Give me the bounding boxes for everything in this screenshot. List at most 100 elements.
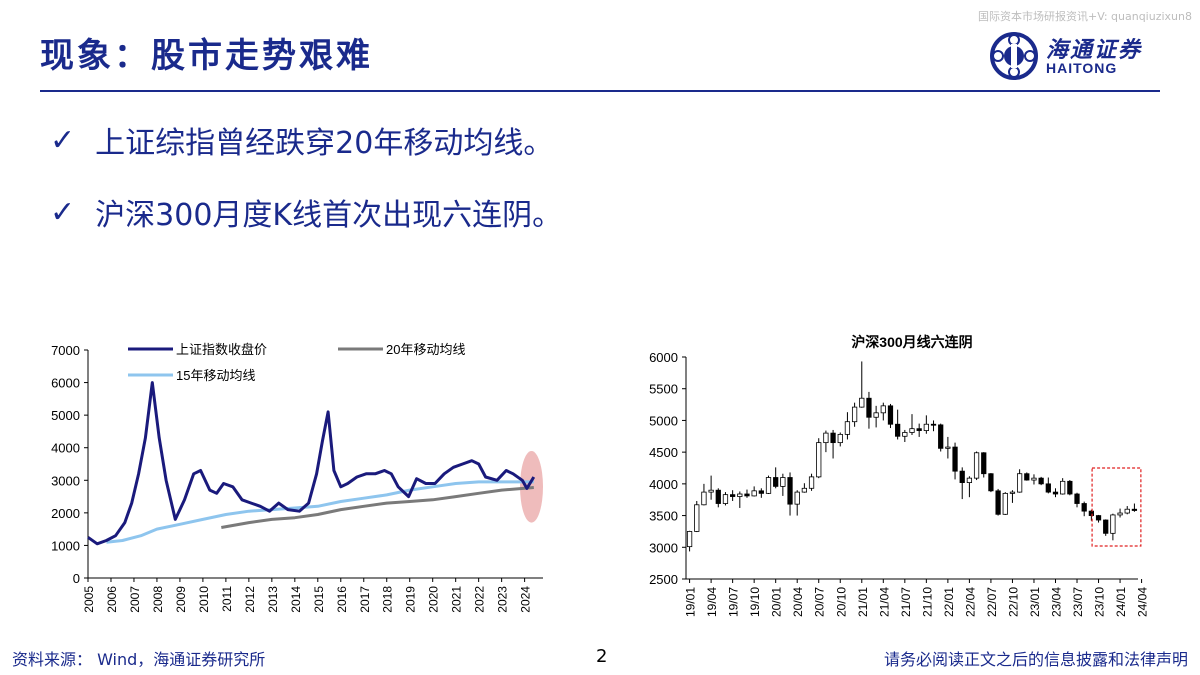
x-tick-label: 19/04: [705, 587, 719, 617]
series-line: [221, 486, 534, 529]
candle-body: [1024, 473, 1030, 481]
candle-body: [1067, 480, 1073, 495]
chart-title: 沪深300月线六连阴: [851, 334, 972, 350]
candle-body: [780, 477, 786, 487]
x-tick-label: 2007: [128, 586, 142, 613]
y-tick-label: 0: [73, 571, 80, 586]
x-tick-label: 23/07: [1071, 587, 1085, 617]
x-tick-label: 2012: [243, 586, 257, 613]
candle-body: [837, 433, 843, 444]
candle-body: [801, 487, 808, 493]
candle-body: [737, 493, 743, 497]
candle-body: [701, 491, 707, 506]
candle-body: [1002, 492, 1008, 515]
candle-body: [887, 405, 894, 425]
y-tick-label: 5000: [51, 408, 80, 423]
candle-body: [816, 442, 822, 478]
x-tick-label: 19/01: [684, 587, 698, 617]
page-title: 现象：股市走势艰难: [40, 36, 373, 76]
x-tick-label: 2015: [312, 586, 326, 613]
candle-body: [973, 452, 980, 479]
source-note: 资料来源： Wind，海通证券研究所: [12, 650, 266, 669]
candle-body: [859, 397, 865, 408]
haitong-logo: 海通证券 HAITONG: [988, 30, 1158, 82]
candle-body: [758, 490, 764, 494]
series-line: [87, 381, 536, 546]
candle-body: [923, 423, 929, 431]
x-tick-label: 2017: [358, 586, 372, 613]
y-tick-label: 4500: [649, 445, 678, 460]
y-tick-label: 4000: [51, 441, 80, 456]
page-number: 2: [596, 646, 608, 667]
candle-body: [866, 397, 872, 418]
candle-body: [916, 428, 922, 431]
candle-body: [995, 490, 1001, 515]
x-tick-label: 20/04: [791, 587, 805, 617]
candle-body: [1016, 473, 1023, 493]
x-tick-label: 24/01: [1114, 587, 1128, 617]
bullet-text: 上证综指曾经跌穿20年移动均线。: [95, 126, 554, 161]
x-tick-label: 2009: [174, 586, 188, 613]
haitong-logo-icon: [990, 32, 1038, 80]
x-tick-label: 22/01: [942, 587, 956, 617]
candle-body: [873, 412, 879, 418]
candle-body: [1117, 512, 1123, 516]
y-tick-label: 2500: [649, 572, 678, 587]
x-tick-label: 2020: [427, 586, 441, 613]
x-tick-label: 2022: [473, 586, 487, 613]
candle-body: [794, 491, 800, 505]
x-tick-label: 2011: [220, 586, 234, 612]
candle-body: [1088, 510, 1094, 516]
x-tick-label: 21/04: [877, 587, 891, 617]
logo-cn-text: 海通证券: [1046, 37, 1143, 63]
highlight-box: [1091, 467, 1142, 547]
check-icon: ✓: [50, 122, 76, 158]
candle-body: [765, 477, 772, 494]
candle-body: [1038, 477, 1044, 485]
legend-label: 20年移动均线: [386, 342, 465, 357]
x-tick-label: 20/10: [834, 587, 848, 617]
candle-body: [952, 446, 958, 472]
candle-body: [751, 490, 757, 497]
candle-body: [1103, 519, 1109, 534]
legend-label: 上证指数收盘价: [176, 342, 267, 357]
candle-body: [1031, 477, 1037, 481]
x-tick-label: 2016: [335, 586, 349, 613]
candle-body: [938, 424, 944, 449]
candle-body: [823, 432, 829, 444]
watermark-text: 国际资本市场研报资讯+V: quanqiuzixun8: [977, 10, 1192, 23]
x-tick-label: 2013: [266, 586, 280, 613]
y-tick-label: 3000: [51, 473, 80, 488]
bullet-text: 沪深300月度K线首次出现六连阴。: [95, 198, 563, 233]
candle-body: [773, 477, 779, 487]
x-tick-label: 2005: [82, 586, 96, 613]
candle-body: [715, 489, 721, 504]
x-tick-label: 21/07: [899, 587, 913, 617]
candle-body: [880, 405, 886, 414]
candle-body: [1060, 480, 1066, 495]
y-tick-label: 6000: [649, 350, 678, 365]
x-tick-label: 2024: [519, 586, 533, 613]
logo-en-text: HAITONG: [1046, 60, 1118, 76]
candle-body: [1009, 491, 1016, 494]
x-tick-label: 2023: [496, 586, 510, 613]
x-tick-label: 2018: [381, 586, 395, 613]
candle-body: [1110, 514, 1116, 534]
check-icon: ✓: [50, 194, 76, 230]
x-tick-label: 22/10: [1006, 587, 1020, 617]
x-tick-label: 2014: [289, 586, 303, 613]
candle-body: [988, 473, 994, 492]
x-tick-label: 2010: [197, 586, 211, 613]
candle-body: [844, 421, 851, 435]
candle-body: [808, 476, 815, 489]
y-tick-label: 5000: [649, 413, 678, 428]
x-tick-label: 2021: [450, 586, 464, 613]
disclaimer-note: 请务必阅读正文之后的信息披露和法律声明: [883, 650, 1188, 669]
candle-body: [722, 494, 729, 504]
x-tick-label: 22/07: [985, 587, 999, 617]
y-tick-label: 6000: [51, 376, 80, 391]
y-tick-label: 2000: [51, 506, 80, 521]
candle-body: [730, 494, 736, 497]
shanghai-index-chart: 0 1000 2000 3000 4000 5000 6000 7000 2005 2006 200…: [51, 342, 543, 613]
x-tick-label: 20/07: [813, 587, 827, 617]
